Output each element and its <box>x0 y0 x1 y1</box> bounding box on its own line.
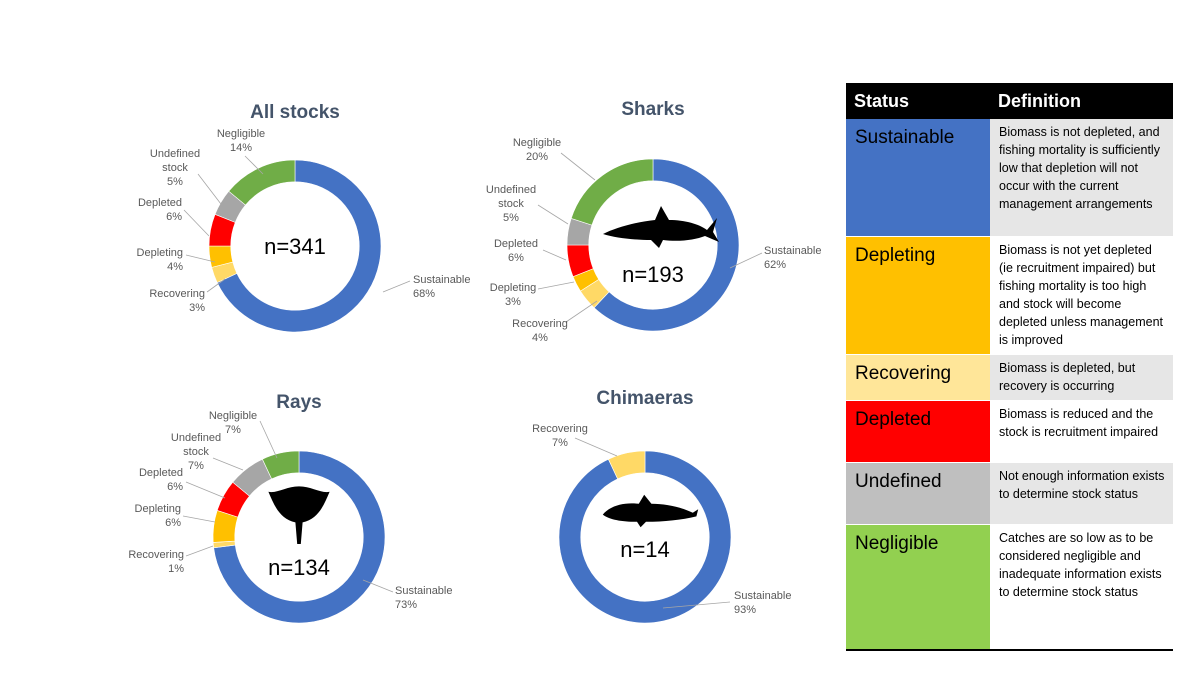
slice-sharks-sustainable <box>593 158 740 332</box>
table-row-recovering: Recovering Biomass is depleted, but reco… <box>846 354 1173 401</box>
slice-rays-negligible <box>261 450 300 480</box>
leader-line-rays-sustainable <box>362 579 394 593</box>
center-label-chimaeras: n=14 <box>620 537 670 562</box>
slice-label-rays-undefined-stock: Undefined stock 7% <box>171 432 221 472</box>
table-row-depleted: Depleted Biomass is reduced and the stoc… <box>846 400 1173 463</box>
leader-line-all-stocks-depleting <box>185 254 216 263</box>
slice-label-sharks-depleting: Depleting 3% <box>490 282 536 308</box>
chimaera-silhouette-icon <box>602 494 699 528</box>
slice-sharks-negligible <box>570 158 654 226</box>
slice-label-sharks-negligible: Negligible 20% <box>513 137 561 163</box>
slice-label-chimaeras-sustainable: Sustainable 93% <box>734 590 792 616</box>
donut-chart-sharks: Sharks n=193 Sustainable 62% Recovering 4% Dep… <box>486 99 822 344</box>
slice-label-all-stocks-negligible: Negligible 14% <box>217 128 265 154</box>
slice-label-rays-sustainable: Sustainable 73% <box>395 585 453 611</box>
status-cell-negligible: Negligible <box>846 524 990 651</box>
status-cell-recovering: Recovering <box>846 354 990 401</box>
leader-line-chimaeras-sustainable <box>662 601 731 609</box>
leader-line-rays-depleted <box>185 481 226 499</box>
header-definition: Definition <box>990 83 1173 119</box>
donut-chart-all-stocks: All stocks n=341 Sustainable 68% Recovering 3… <box>137 102 471 333</box>
leader-line-all-stocks-undefined-stock <box>197 173 225 209</box>
slice-label-all-stocks-undefined-stock: Undefined stock 5% <box>150 148 200 188</box>
status-cell-depleted: Depleted <box>846 400 990 463</box>
donut-chart-chimaeras: Chimaeras n=14 Sustainable 93% Recovering 7% <box>532 388 792 624</box>
slice-chimaeras-recovering <box>607 450 646 480</box>
shark-silhouette-icon <box>603 206 719 248</box>
table-row-undefined: Undefined Not enough information exists … <box>846 462 1173 525</box>
center-label-sharks: n=193 <box>622 262 684 287</box>
table-row-negligible: Negligible Catches are so low as to be c… <box>846 524 1173 651</box>
definition-cell-negligible: Catches are so low as to be considered n… <box>990 524 1173 651</box>
slice-label-rays-negligible: Negligible 7% <box>209 410 257 436</box>
leader-line-all-stocks-negligible <box>244 155 264 175</box>
slice-chimaeras-sustainable <box>558 450 732 624</box>
slice-all-stocks-negligible <box>228 159 296 206</box>
slice-label-sharks-undefined-stock: Undefined stock 5% <box>486 184 536 224</box>
status-definition-table: Status Definition Sustainable Biomass is… <box>846 83 1173 651</box>
slice-label-all-stocks-depleted: Depleted 6% <box>138 197 182 223</box>
leader-line-rays-recovering <box>185 545 214 557</box>
center-label-rays: n=134 <box>268 555 330 580</box>
definition-cell-sustainable: Biomass is not depleted, and fishing mor… <box>990 119 1173 237</box>
definition-cell-depleting: Biomass is not yet depleted (ie recruitm… <box>990 236 1173 355</box>
leader-line-sharks-recovering <box>565 300 598 323</box>
donut-chart-rays: Rays n=134 Sustainable 73% Recovering 1% Deple… <box>128 392 453 624</box>
chart-title-chimaeras: Chimaeras <box>596 388 693 409</box>
chart-title-all-stocks: All stocks <box>250 102 340 123</box>
definition-cell-depleted: Biomass is reduced and the stock is recr… <box>990 400 1173 463</box>
leader-line-sharks-depleted <box>542 249 567 261</box>
slice-label-all-stocks-depleting: Depleting 4% <box>137 247 184 273</box>
center-label-all-stocks: n=341 <box>264 234 326 259</box>
slice-all-stocks-sustainable <box>216 159 382 333</box>
leader-line-sharks-negligible <box>560 152 596 181</box>
leader-line-all-stocks-depleted <box>183 209 210 237</box>
leader-line-all-stocks-sustainable <box>382 280 411 293</box>
slice-label-sharks-depleted: Depleted 6% <box>494 238 538 264</box>
status-cell-undefined: Undefined <box>846 462 990 525</box>
slice-label-chimaeras-recovering: Recovering 7% <box>532 423 588 449</box>
leader-line-rays-undefined-stock <box>212 457 244 471</box>
leader-line-all-stocks-recovering <box>206 278 226 293</box>
slice-label-rays-recovering: Recovering 1% <box>128 549 184 575</box>
header-status: Status <box>846 83 990 119</box>
table-row-depleting: Depleting Biomass is not yet depleted (i… <box>846 236 1173 355</box>
slice-label-sharks-recovering: Recovering 4% <box>512 318 568 344</box>
chart-title-rays: Rays <box>276 392 321 413</box>
slice-label-rays-depleting: Depleting 6% <box>135 503 182 529</box>
leader-line-rays-negligible <box>259 420 278 459</box>
leader-line-rays-depleting <box>182 515 216 523</box>
ray-silhouette-icon <box>268 486 330 544</box>
definition-cell-undefined: Not enough information exists to determi… <box>990 462 1173 525</box>
table-row-sustainable: Sustainable Biomass is not depleted, and… <box>846 119 1173 237</box>
table-header-row: Status Definition <box>846 83 1173 119</box>
status-cell-depleting: Depleting <box>846 236 990 355</box>
slice-label-rays-depleted: Depleted 6% <box>139 467 183 493</box>
slice-label-all-stocks-recovering: Recovering 3% <box>149 288 205 314</box>
chart-title-sharks: Sharks <box>621 99 684 120</box>
slice-label-sharks-sustainable: Sustainable 62% <box>764 245 822 271</box>
leader-line-sharks-sustainable <box>729 252 763 269</box>
leader-line-sharks-depleting <box>537 281 575 290</box>
leader-line-sharks-undefined-stock <box>537 204 569 225</box>
status-cell-sustainable: Sustainable <box>846 119 990 237</box>
slice-rays-sustainable <box>213 450 386 624</box>
definition-cell-recovering: Biomass is depleted, but recovery is occ… <box>990 354 1173 401</box>
leader-line-chimaeras-recovering <box>574 437 618 457</box>
slice-label-all-stocks-sustainable: Sustainable 68% <box>413 274 471 300</box>
